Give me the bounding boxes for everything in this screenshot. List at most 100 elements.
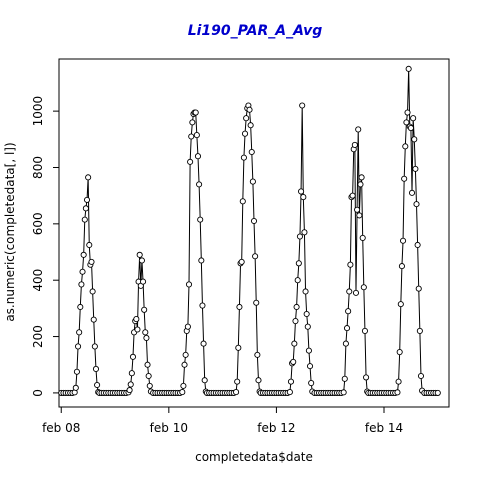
- data-point: [417, 372, 425, 380]
- data-point: [234, 378, 241, 385]
- data-point: [293, 303, 300, 311]
- data-point: [238, 258, 245, 265]
- data-point: [127, 381, 134, 388]
- data-point: [88, 258, 95, 265]
- data-point: [241, 130, 249, 137]
- x-tick-label: feb 14: [365, 421, 403, 435]
- data-point: [196, 181, 203, 188]
- data-point: [192, 109, 199, 116]
- data-point: [189, 119, 196, 126]
- data-point: [92, 365, 100, 373]
- data-point: [75, 343, 82, 350]
- data-point: [343, 325, 351, 332]
- data-point: [246, 106, 253, 113]
- y-tick-label: 200: [31, 325, 45, 348]
- data-point: [397, 301, 404, 308]
- data-point: [181, 361, 188, 368]
- data-point: [126, 387, 133, 394]
- y-tick-label: 1000: [31, 96, 45, 127]
- data-point: [292, 318, 299, 325]
- data-point: [247, 122, 254, 129]
- data-point: [201, 377, 208, 384]
- data-point: [89, 288, 96, 295]
- data-point: [346, 288, 353, 295]
- data-point: [142, 329, 149, 336]
- data-point: [341, 375, 348, 382]
- data-point: [294, 277, 301, 284]
- data-point: [354, 206, 361, 213]
- data-point: [198, 257, 205, 264]
- data-point: [83, 196, 91, 203]
- data-point: [94, 381, 101, 389]
- data-point: [233, 389, 240, 396]
- x-tick-label: feb 08: [42, 421, 80, 435]
- y-tick-label: 800: [31, 156, 45, 179]
- data-point: [395, 378, 402, 385]
- data-point: [363, 374, 370, 381]
- data-point: [359, 234, 366, 241]
- data-point: [300, 194, 307, 201]
- data-point: [136, 251, 143, 258]
- data-point: [184, 323, 191, 330]
- data-point: [347, 261, 354, 268]
- data-point: [182, 351, 189, 358]
- data-point: [286, 389, 293, 396]
- data-point: [193, 132, 200, 139]
- data-point: [239, 198, 246, 205]
- data-point: [139, 278, 147, 285]
- data-point: [342, 340, 349, 347]
- data-point: [340, 389, 347, 396]
- data-point: [399, 237, 407, 244]
- data-point: [133, 316, 140, 323]
- data-point: [253, 299, 260, 306]
- data-point: [85, 174, 92, 181]
- data-point: [90, 316, 97, 323]
- data-point: [78, 281, 85, 288]
- x-tick-label: feb 12: [257, 421, 295, 435]
- data-point: [411, 136, 418, 143]
- y-tick-label: 0: [31, 389, 45, 397]
- y-axis-label: as.numeric(completedata[, l]): [3, 142, 17, 321]
- x-axis: feb 08 feb 10 feb 12 feb 14: [42, 406, 403, 435]
- data-point: [250, 217, 258, 225]
- data-point: [134, 326, 141, 333]
- data-point: [412, 165, 419, 172]
- data-point: [345, 308, 352, 315]
- data-point: [200, 340, 207, 347]
- data-point: [188, 133, 195, 140]
- data-point: [304, 323, 311, 330]
- y-axis: 0 200 400 600 800 1000: [31, 96, 60, 397]
- data-point: [434, 389, 441, 396]
- data-point: [252, 253, 259, 260]
- data-point: [146, 382, 153, 389]
- data-point: [129, 353, 137, 360]
- data-point: [197, 216, 204, 223]
- data-point: [86, 241, 93, 249]
- data-point: [143, 334, 150, 342]
- data-point: [290, 358, 297, 365]
- data-point: [402, 143, 409, 150]
- data-point: [81, 216, 88, 223]
- data-point: [415, 285, 422, 292]
- y-tick-label: 600: [31, 212, 45, 235]
- data-point: [305, 347, 312, 354]
- y-tick-label: 400: [31, 269, 45, 292]
- data-point: [145, 372, 152, 380]
- data-point: [144, 361, 151, 368]
- data-point: [407, 124, 414, 132]
- data-point: [349, 192, 356, 199]
- data-point: [138, 257, 145, 264]
- data-point: [306, 363, 314, 370]
- data-point: [79, 268, 86, 275]
- data-point: [291, 340, 298, 347]
- data-point: [185, 281, 193, 288]
- data-point: [414, 241, 421, 249]
- data-point: [287, 378, 295, 385]
- data-point: [187, 158, 194, 165]
- data-point: [296, 233, 304, 240]
- data-point: [248, 148, 255, 156]
- data-point: [254, 351, 261, 358]
- data-point: [355, 126, 362, 133]
- data-point: [240, 154, 247, 161]
